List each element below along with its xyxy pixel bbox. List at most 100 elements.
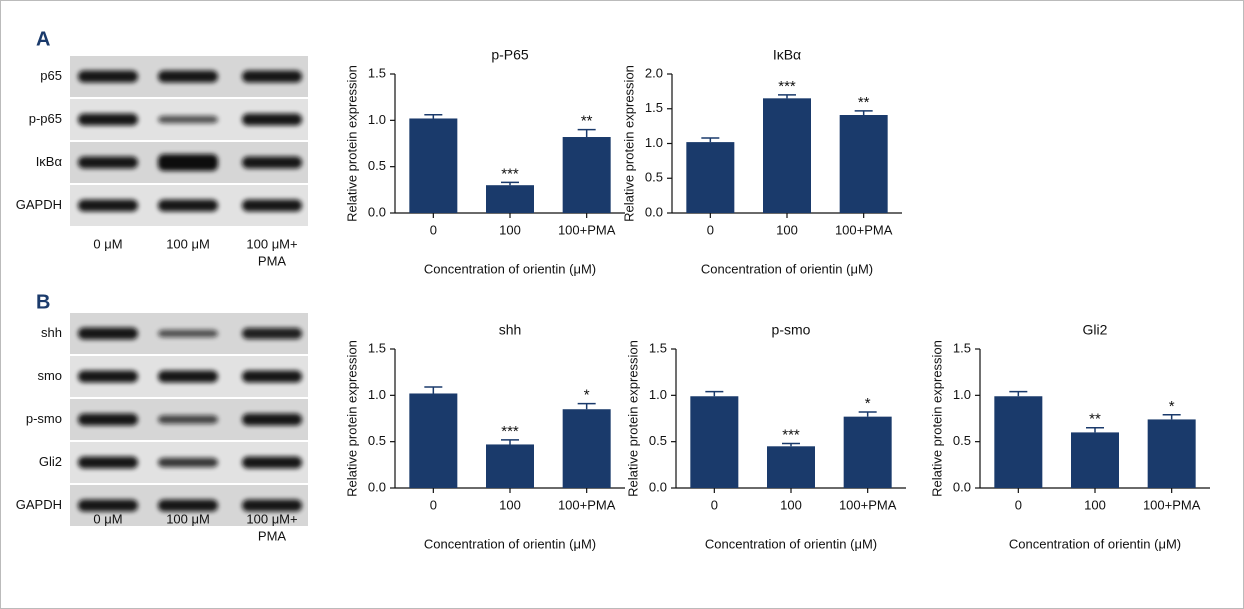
significance-label: ** (1089, 411, 1101, 428)
blot-row-label: Gli2 (39, 454, 62, 469)
blot-row-label: shh (41, 325, 62, 340)
blot-band (158, 458, 218, 468)
x-tick-label: 0 (707, 222, 714, 237)
x-axis-label: Concentration of orientin (μM) (424, 261, 596, 276)
blot-band (78, 157, 138, 169)
bar (409, 118, 457, 213)
blot-band (158, 71, 218, 83)
blot-band (158, 330, 218, 338)
lane-label: 0 μM (93, 511, 122, 526)
x-axis-label: Concentration of orientin (μM) (701, 261, 873, 276)
x-tick-label: 100 (780, 497, 802, 512)
y-axis-label: Relative protein expression (344, 340, 359, 497)
y-tick-label: 0.0 (368, 204, 386, 219)
y-tick-label: 0.0 (645, 204, 663, 219)
y-tick-label: 1.0 (368, 112, 386, 127)
y-tick-label: 0.0 (649, 479, 667, 494)
y-tick-label: 0.5 (649, 433, 667, 448)
chart-title: shh (499, 322, 522, 338)
x-tick-label: 100 (499, 222, 521, 237)
bar (563, 409, 611, 488)
y-tick-label: 1.5 (368, 65, 386, 80)
x-tick-label: 100 (499, 497, 521, 512)
bar (1148, 419, 1196, 488)
blot-band (158, 371, 218, 383)
blot-band (242, 500, 302, 512)
blot-band (158, 154, 218, 171)
y-tick-label: 0.5 (953, 433, 971, 448)
blot-band (158, 200, 218, 212)
chart-title: IκBα (773, 47, 801, 63)
panel-letter: A (36, 28, 50, 50)
blot-row-label: GAPDH (16, 197, 62, 212)
bar (486, 444, 534, 488)
blot-row-label: IκBα (36, 154, 63, 169)
lane-label: PMA (258, 528, 287, 543)
blot-band (78, 371, 138, 383)
chart-title: Gli2 (1083, 322, 1108, 338)
y-tick-label: 0.5 (368, 433, 386, 448)
blot-band (158, 116, 218, 124)
significance-label: ** (581, 113, 593, 130)
bar (690, 396, 738, 488)
bar (994, 396, 1042, 488)
y-tick-label: 0.0 (953, 479, 971, 494)
blot-band (242, 328, 302, 339)
bar (844, 417, 892, 488)
panel-letter: B (36, 291, 50, 313)
y-tick-label: 1.5 (368, 340, 386, 355)
x-tick-label: 100 (1084, 497, 1106, 512)
y-tick-label: 1.5 (953, 340, 971, 355)
blot-band (78, 200, 138, 212)
bar (840, 115, 888, 213)
lane-label: PMA (258, 253, 287, 268)
significance-label: *** (501, 423, 519, 440)
blot-band (78, 114, 138, 126)
blot-band (242, 200, 302, 212)
x-tick-label: 0 (430, 222, 437, 237)
blot-band (242, 71, 302, 83)
lane-label: 100 μM+ (246, 511, 297, 526)
y-tick-label: 1.0 (645, 135, 663, 150)
significance-label: ** (858, 94, 870, 111)
y-tick-label: 1.5 (649, 340, 667, 355)
blot-row-label: p65 (40, 68, 62, 83)
significance-label: * (865, 395, 871, 412)
x-tick-label: 0 (430, 497, 437, 512)
x-tick-label: 100+PMA (839, 497, 897, 512)
bar (409, 393, 457, 488)
blot-band (158, 415, 218, 423)
significance-label: *** (501, 165, 519, 182)
x-tick-label: 100 (776, 222, 798, 237)
x-tick-label: 100+PMA (558, 222, 616, 237)
blot-band (242, 371, 302, 383)
blot-band (78, 71, 138, 83)
chart-title: p-smo (772, 322, 811, 338)
y-axis-label: Relative protein expression (344, 65, 359, 222)
blot-band (78, 328, 138, 340)
x-tick-label: 0 (1015, 497, 1022, 512)
blot-band (242, 457, 302, 469)
blot-row-label: p-smo (26, 411, 62, 426)
x-axis-label: Concentration of orientin (μM) (424, 536, 596, 551)
x-tick-label: 100+PMA (558, 497, 616, 512)
y-tick-label: 1.0 (953, 387, 971, 402)
significance-label: * (584, 387, 590, 404)
x-tick-label: 100+PMA (835, 222, 893, 237)
lane-label: 100 μM (166, 511, 210, 526)
y-axis-label: Relative protein expression (621, 65, 636, 222)
y-tick-label: 1.0 (649, 387, 667, 402)
blot-band (158, 500, 218, 512)
figure: Ap65p-p65IκBαGAPDH0 μM100 μM100 μM+PMABs… (0, 0, 1244, 609)
bar (767, 446, 815, 488)
significance-label: *** (782, 426, 800, 443)
y-tick-label: 0.0 (368, 479, 386, 494)
y-tick-label: 2.0 (645, 65, 663, 80)
blot-row-label: smo (37, 368, 62, 383)
y-tick-label: 1.5 (645, 100, 663, 115)
lane-label: 0 μM (93, 236, 122, 251)
blot-band (78, 500, 138, 512)
significance-label: * (1169, 398, 1175, 415)
lane-label: 100 μM+ (246, 236, 297, 251)
blot-band (242, 414, 302, 426)
